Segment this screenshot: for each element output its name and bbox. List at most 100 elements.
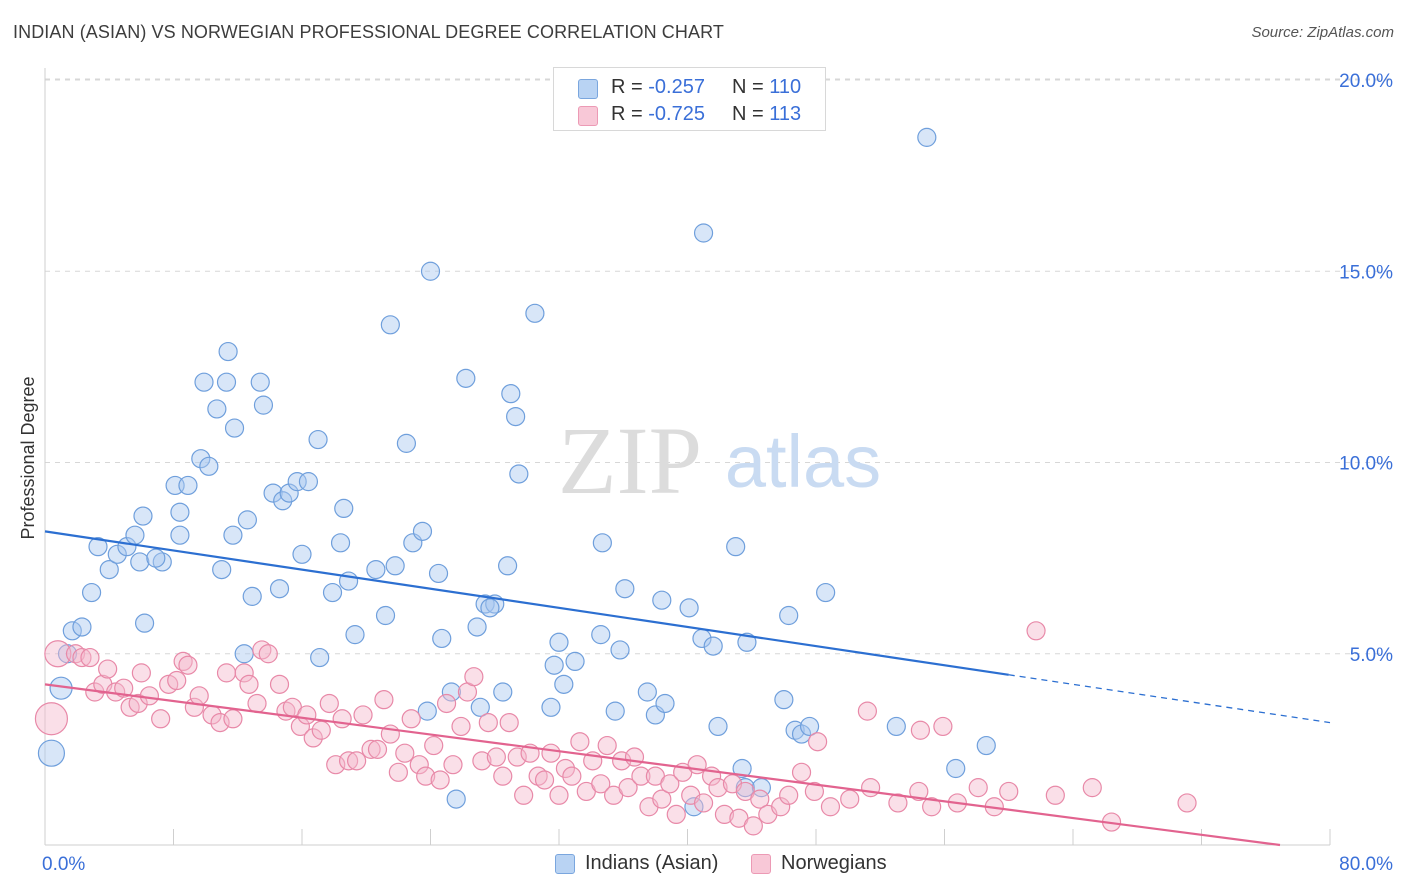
y-tick-label: 5.0% bbox=[1350, 645, 1393, 666]
point-indians bbox=[279, 483, 299, 503]
point-norwegians bbox=[999, 781, 1019, 802]
point-indians bbox=[779, 605, 799, 626]
point-indians bbox=[212, 559, 232, 580]
point-indians bbox=[380, 315, 400, 335]
point-norwegians bbox=[804, 781, 824, 802]
point-norwegians bbox=[416, 766, 436, 786]
point-indians bbox=[178, 475, 198, 496]
point-indians bbox=[170, 502, 190, 522]
trend-line-norwegians bbox=[44, 683, 1281, 847]
legend-n-value: 110 bbox=[769, 76, 802, 98]
point-norwegians bbox=[857, 701, 878, 721]
point-indians bbox=[216, 372, 237, 392]
point-indians bbox=[125, 525, 145, 545]
point-indians bbox=[37, 739, 66, 767]
point-norwegians bbox=[401, 709, 421, 729]
point-norwegians bbox=[1082, 778, 1102, 798]
point-norwegians bbox=[666, 804, 686, 825]
point-norwegians bbox=[534, 770, 555, 790]
point-indians bbox=[417, 701, 437, 721]
point-norwegians bbox=[297, 705, 317, 725]
point-norwegians bbox=[443, 755, 463, 775]
point-indians bbox=[366, 559, 386, 580]
point-indians bbox=[816, 582, 836, 603]
point-norwegians bbox=[388, 762, 408, 782]
point-indians bbox=[218, 341, 238, 362]
point-norwegians bbox=[139, 686, 160, 706]
point-indians bbox=[917, 127, 937, 147]
point-indians bbox=[242, 586, 262, 606]
point-norwegians bbox=[493, 766, 513, 786]
point-indians bbox=[615, 579, 635, 599]
point-norwegians bbox=[888, 793, 908, 813]
point-norwegians bbox=[114, 678, 134, 698]
point-norwegians bbox=[743, 816, 763, 836]
point-indians bbox=[250, 372, 270, 392]
point-indians bbox=[946, 758, 966, 779]
point-indians bbox=[791, 724, 812, 744]
point-norwegians bbox=[353, 705, 373, 725]
point-norwegians bbox=[436, 693, 457, 714]
legend-swatch-pink bbox=[578, 106, 598, 126]
bottom-legend: Indians (Asian) Norwegians bbox=[0, 852, 1406, 878]
point-indians bbox=[334, 498, 354, 518]
point-norwegians bbox=[840, 789, 860, 809]
point-indians bbox=[287, 472, 307, 492]
point-indians bbox=[655, 693, 675, 714]
point-indians bbox=[207, 399, 227, 419]
point-norwegians bbox=[486, 747, 506, 767]
point-norwegians bbox=[424, 735, 444, 756]
point-indians bbox=[480, 598, 500, 618]
y-tick-label: 20.0% bbox=[1339, 71, 1393, 92]
point-indians bbox=[441, 682, 461, 702]
point-indians bbox=[541, 697, 561, 717]
point-norwegians bbox=[624, 747, 645, 767]
point-norwegians bbox=[791, 762, 812, 782]
bottom-swatch-pink bbox=[751, 854, 771, 874]
legend-swatch-blue bbox=[578, 79, 598, 99]
point-norwegians bbox=[750, 789, 770, 809]
point-norwegians bbox=[319, 693, 339, 714]
point-indians bbox=[610, 640, 630, 660]
point-indians bbox=[412, 521, 433, 541]
point-norwegians bbox=[562, 766, 582, 786]
point-norwegians bbox=[409, 755, 429, 775]
point-norwegians bbox=[1026, 621, 1046, 641]
point-indians bbox=[88, 537, 108, 557]
point-indians bbox=[224, 418, 245, 438]
point-indians bbox=[886, 716, 906, 737]
point-indians bbox=[693, 223, 714, 243]
point-indians bbox=[223, 525, 243, 545]
point-indians bbox=[345, 625, 365, 645]
point-indians bbox=[509, 464, 529, 484]
point-indians bbox=[506, 407, 526, 427]
point-norwegians bbox=[98, 659, 118, 679]
point-norwegians bbox=[361, 739, 381, 759]
point-norwegians bbox=[570, 732, 590, 752]
point-norwegians bbox=[968, 778, 988, 798]
point-indians bbox=[799, 716, 820, 737]
point-norwegians bbox=[311, 720, 331, 740]
point-norwegians bbox=[922, 797, 942, 817]
point-norwegians bbox=[541, 743, 561, 763]
x-tick-label: 0.0% bbox=[42, 854, 85, 875]
point-indians bbox=[605, 701, 625, 721]
point-indians bbox=[467, 617, 487, 637]
point-indians bbox=[72, 617, 92, 637]
point-indians bbox=[703, 636, 723, 656]
point-indians bbox=[107, 544, 127, 564]
point-indians bbox=[330, 533, 351, 553]
point-indians bbox=[493, 682, 513, 702]
point-indians bbox=[199, 456, 219, 476]
point-norwegians bbox=[223, 709, 243, 729]
point-norwegians bbox=[660, 774, 680, 794]
point-norwegians bbox=[618, 778, 638, 798]
point-indians bbox=[732, 758, 752, 779]
point-norwegians bbox=[808, 732, 828, 752]
point-indians bbox=[592, 533, 612, 553]
point-norwegians bbox=[167, 670, 187, 691]
point-norwegians bbox=[591, 774, 611, 794]
point-indians bbox=[263, 483, 283, 503]
point-norwegians bbox=[779, 785, 799, 805]
